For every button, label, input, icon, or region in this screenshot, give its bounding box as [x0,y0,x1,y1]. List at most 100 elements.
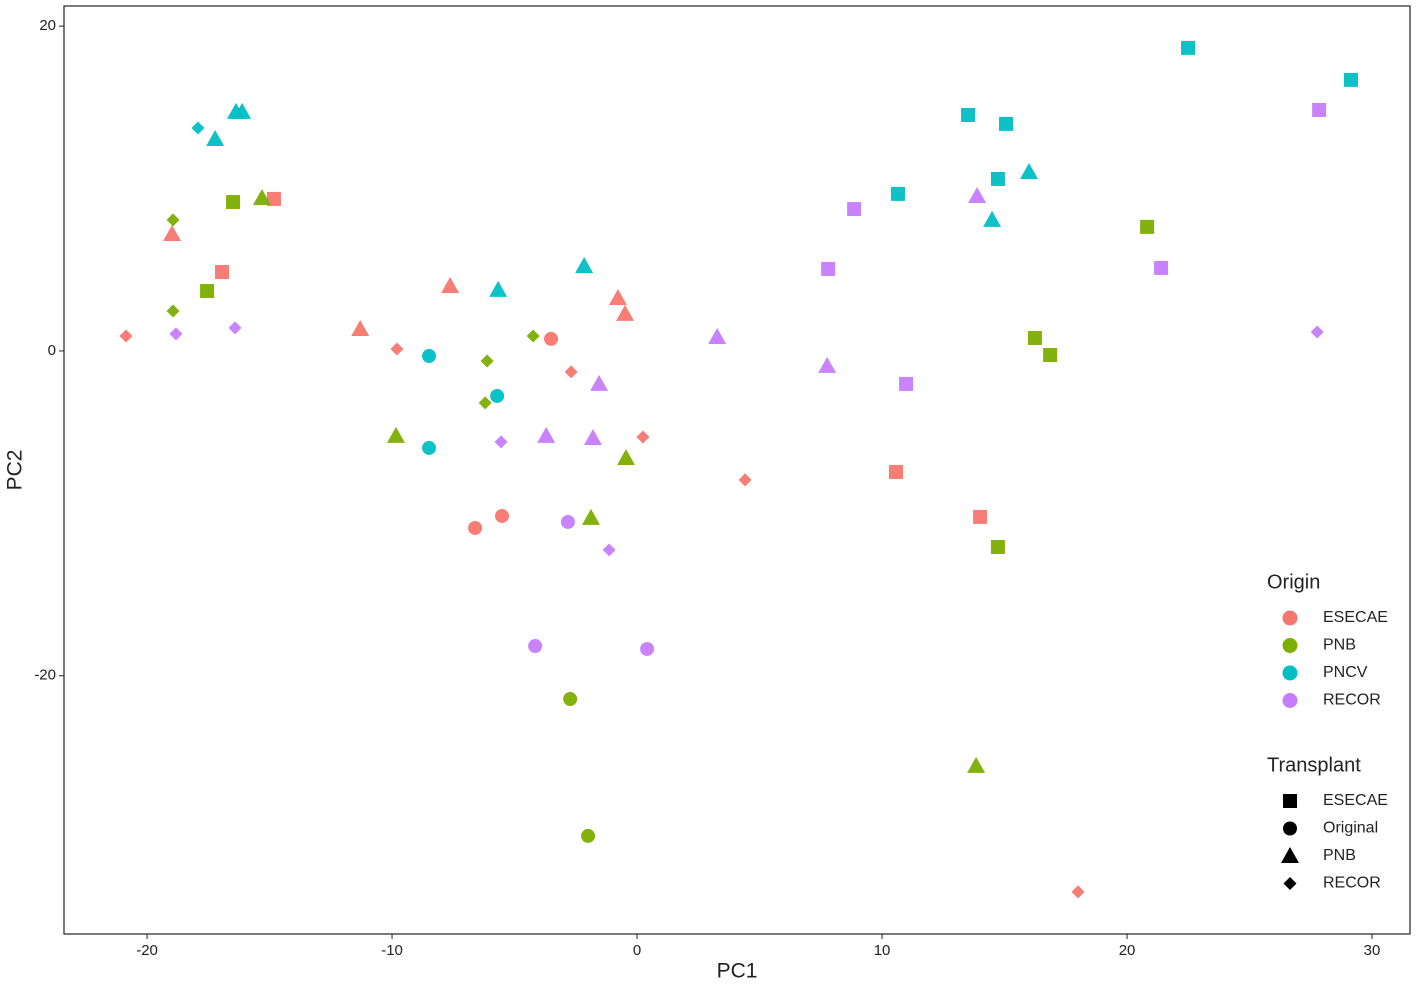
point [1154,260,1169,275]
point [968,187,987,204]
point [990,171,1005,186]
point [478,396,492,410]
point [973,509,988,524]
point [494,435,508,449]
x-axis-label: PC1 [717,960,758,983]
point [738,473,752,487]
point [640,641,655,656]
legend-label: RECOR [1323,875,1381,892]
point [166,213,180,227]
point [1343,72,1358,87]
point [636,430,650,444]
point [847,202,862,217]
point [1071,885,1085,899]
point [560,514,575,529]
legend-label: PNB [1323,637,1356,654]
point [708,327,727,344]
legend-swatch [1283,821,1297,836]
legend-label: Original [1323,820,1378,837]
point [999,116,1014,131]
point [544,331,559,346]
point [489,280,508,297]
legend-label: PNCV [1323,664,1368,681]
point [821,261,836,276]
point [983,210,1002,227]
point [1312,102,1327,117]
legend-label: ESECAE [1323,792,1388,809]
point [1140,219,1155,234]
point [961,107,976,122]
point [581,508,600,525]
point [351,320,370,337]
legend-swatch [1282,693,1298,708]
legend-label: RECOR [1323,692,1381,709]
y-axis-label: PC2 [4,450,27,491]
point [166,304,180,318]
point [206,130,225,147]
legend-label: ESECAE [1323,609,1388,626]
legend-swatch [1283,877,1297,890]
point [899,376,914,391]
point [480,354,494,368]
point [990,539,1005,554]
x-tick-label: -10 [381,942,403,959]
point [1027,330,1042,345]
point [1020,162,1039,179]
x-tick-label: 0 [633,942,641,959]
legend-swatch [1282,610,1298,626]
point [616,304,635,321]
panel [63,5,1411,935]
point [226,195,241,210]
point [495,508,510,523]
legend-title: Origin [1267,571,1320,593]
point [608,289,627,306]
point [266,191,281,206]
point [537,426,556,443]
legend-swatch [1281,847,1299,863]
point [215,265,230,280]
y-tick-label: -20 [34,667,56,684]
point [1181,40,1196,55]
point [422,440,437,455]
point [575,257,594,274]
point [581,828,596,843]
point [590,374,609,391]
legend-swatch [1283,794,1297,808]
point [468,520,483,535]
point [252,188,271,205]
point [889,464,904,479]
point [1310,325,1324,339]
point [163,225,182,242]
point [200,284,215,299]
x-tick-label: 10 [874,942,891,959]
legend-title: Transplant [1267,754,1361,776]
point [390,342,404,356]
point [563,691,578,706]
point [422,348,437,363]
point [441,276,460,293]
point [228,321,242,335]
point [617,448,636,465]
point [1043,348,1058,363]
point [602,543,616,557]
legend-label: PNB [1323,847,1356,864]
point [233,102,252,119]
point [169,327,183,341]
y-tick-label: 20 [39,17,56,34]
point [583,429,602,446]
x-tick-label: 20 [1119,942,1136,959]
point [191,121,205,135]
point [526,329,540,343]
legend-swatch [1282,638,1298,653]
point [967,756,986,773]
x-tick-label: -20 [136,942,158,959]
point [386,426,405,443]
point [528,639,543,654]
point [890,186,905,201]
point [490,388,505,403]
y-tick-label: 0 [48,342,56,359]
point [818,356,837,373]
point [564,365,578,379]
point [119,329,133,343]
